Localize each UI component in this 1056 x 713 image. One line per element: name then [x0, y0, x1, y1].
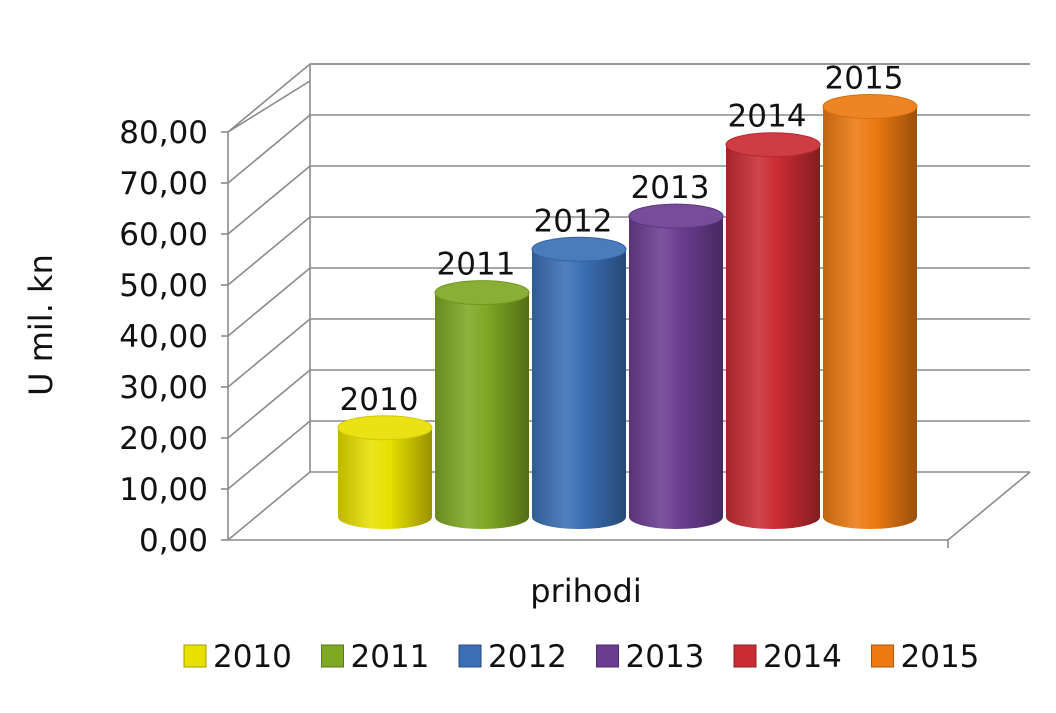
- y-tick-label: 80,00: [119, 115, 208, 151]
- bar-2013: [628, 203, 724, 529]
- data-labels: 2010 2011 2012 2013 2014 2015: [340, 60, 904, 417]
- bar-2011: [434, 280, 530, 529]
- bar-top: [628, 203, 724, 229]
- legend-item-2011: 2011: [321, 639, 430, 675]
- y-axis-title: U mil. kn: [22, 254, 60, 396]
- data-label: 2012: [534, 203, 613, 239]
- data-label: 2014: [728, 99, 807, 135]
- data-label: 2015: [825, 60, 904, 96]
- bar-2012: [531, 236, 627, 529]
- bar-body: [726, 144, 820, 529]
- y-tick-label: 20,00: [119, 421, 208, 457]
- bar-top: [725, 132, 821, 158]
- legend-swatch: [321, 644, 344, 668]
- legend-swatch: [458, 644, 482, 668]
- wall-top-edge: [227, 80, 311, 133]
- legend-label: 2010: [213, 639, 292, 675]
- bar-body: [532, 249, 626, 529]
- bar-top: [434, 280, 530, 306]
- x-axis-title: prihodi: [530, 572, 641, 610]
- bar-body: [338, 427, 432, 529]
- y-tick-label: 70,00: [119, 166, 208, 202]
- bar-2015: [822, 93, 918, 529]
- data-label: 2013: [631, 170, 710, 206]
- data-label: 2010: [340, 382, 419, 418]
- legend-label: 2012: [488, 639, 567, 675]
- floor-edge: [228, 471, 1031, 548]
- legend-label: 2011: [351, 639, 430, 675]
- legend-item-2015: 2015: [871, 639, 980, 675]
- y-tick-label: 30,00: [119, 370, 208, 406]
- data-label: 2011: [437, 247, 516, 283]
- legend-label: 2013: [626, 639, 705, 675]
- legend-label: 2014: [763, 639, 842, 675]
- legend-item-2013: 2013: [596, 639, 705, 675]
- legend-swatch: [733, 644, 757, 668]
- bar-body: [435, 292, 529, 529]
- bar-2014: [725, 132, 821, 529]
- bar-2010: [337, 415, 433, 529]
- bar-top: [822, 93, 918, 119]
- legend-item-2012: 2012: [458, 639, 567, 675]
- legend-swatch: [871, 644, 894, 668]
- y-tick-label: 50,00: [119, 268, 208, 304]
- legend-swatch: [183, 644, 207, 668]
- bar-body: [629, 216, 723, 529]
- bars: [337, 93, 918, 529]
- legend-item-2010: 2010: [183, 639, 292, 675]
- y-tick-label: 40,00: [119, 319, 208, 355]
- legend: 2010 2011 2012 2013 2014 2015: [183, 639, 980, 675]
- legend-swatch: [596, 644, 619, 668]
- legend-item-2014: 2014: [733, 639, 842, 675]
- legend-label: 2015: [901, 639, 980, 675]
- bar-top: [531, 236, 627, 262]
- y-axis: 0,00 10,00 20,00 30,00 40,00 50,00 60,00 70,00 8…: [119, 115, 208, 559]
- bar-body: [823, 106, 917, 529]
- y-tick-label: 60,00: [119, 217, 208, 253]
- y-tick-label: 0,00: [139, 523, 208, 559]
- y-tick-label: 10,00: [119, 472, 208, 508]
- bar-top: [337, 415, 433, 441]
